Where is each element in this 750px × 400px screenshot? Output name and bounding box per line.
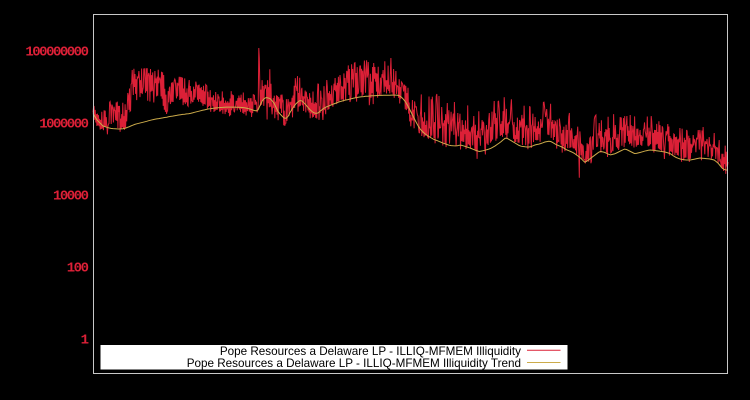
svg-text:1000000: 1000000: [39, 117, 88, 133]
svg-text:1: 1: [81, 333, 89, 349]
svg-text:10000: 10000: [53, 189, 89, 205]
svg-text:100: 100: [67, 261, 89, 277]
svg-text:Pope Resources a Delaware LP -: Pope Resources a Delaware LP - ILLIQ-MFM…: [220, 345, 521, 358]
svg-text:Pope Resources a Delaware LP -: Pope Resources a Delaware LP - ILLIQ-MFM…: [187, 357, 521, 370]
svg-text:100000000: 100000000: [25, 45, 88, 61]
